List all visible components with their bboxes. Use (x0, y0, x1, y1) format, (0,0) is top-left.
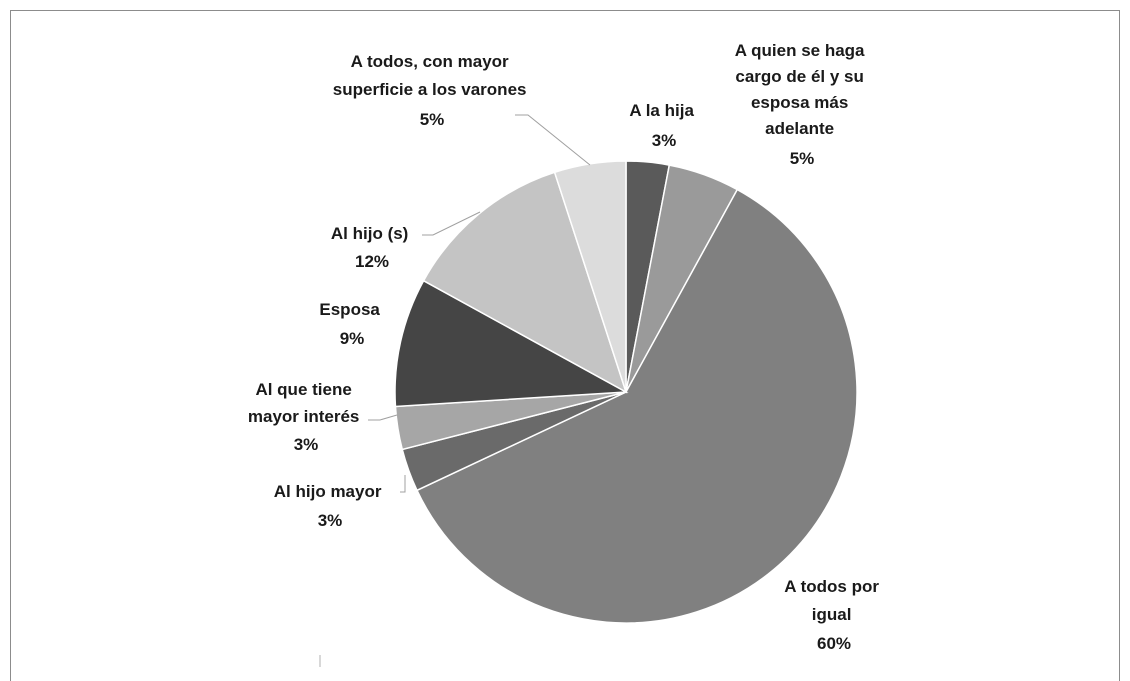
label-a-la-hija: A la hija 3% (629, 101, 698, 150)
label-a-quien-se-haga: A quien se haga cargo de él y su esposa … (735, 41, 869, 168)
pie-slice-5 (394, 279, 629, 408)
pie-slice-6 (422, 171, 628, 394)
leader-line-al-hijo-s (422, 211, 481, 236)
leader-line-a-todos-con-mayor (515, 114, 591, 166)
pie-slice-2 (415, 188, 858, 624)
pie-slice-7 (553, 160, 627, 393)
label-al-hijo-s: Al hijo (s) 12% (331, 224, 413, 271)
leader-line-al-hijo-mayor (400, 475, 406, 493)
label-al-hijo-mayor: Al hijo mayor 3% (274, 482, 386, 530)
leader-lines (368, 114, 591, 493)
label-esposa: Esposa 9% (319, 300, 384, 348)
pie-slices (394, 160, 858, 624)
label-al-que-tiene: Al que tiene mayor interés 3% (248, 380, 364, 454)
label-a-todos-por-igual: A todos por igual 60% (784, 577, 883, 653)
label-a-todos-con-mayor: A todos, con mayor superficie a los varo… (333, 52, 531, 129)
leader-line-al-que-tiene (368, 414, 398, 421)
